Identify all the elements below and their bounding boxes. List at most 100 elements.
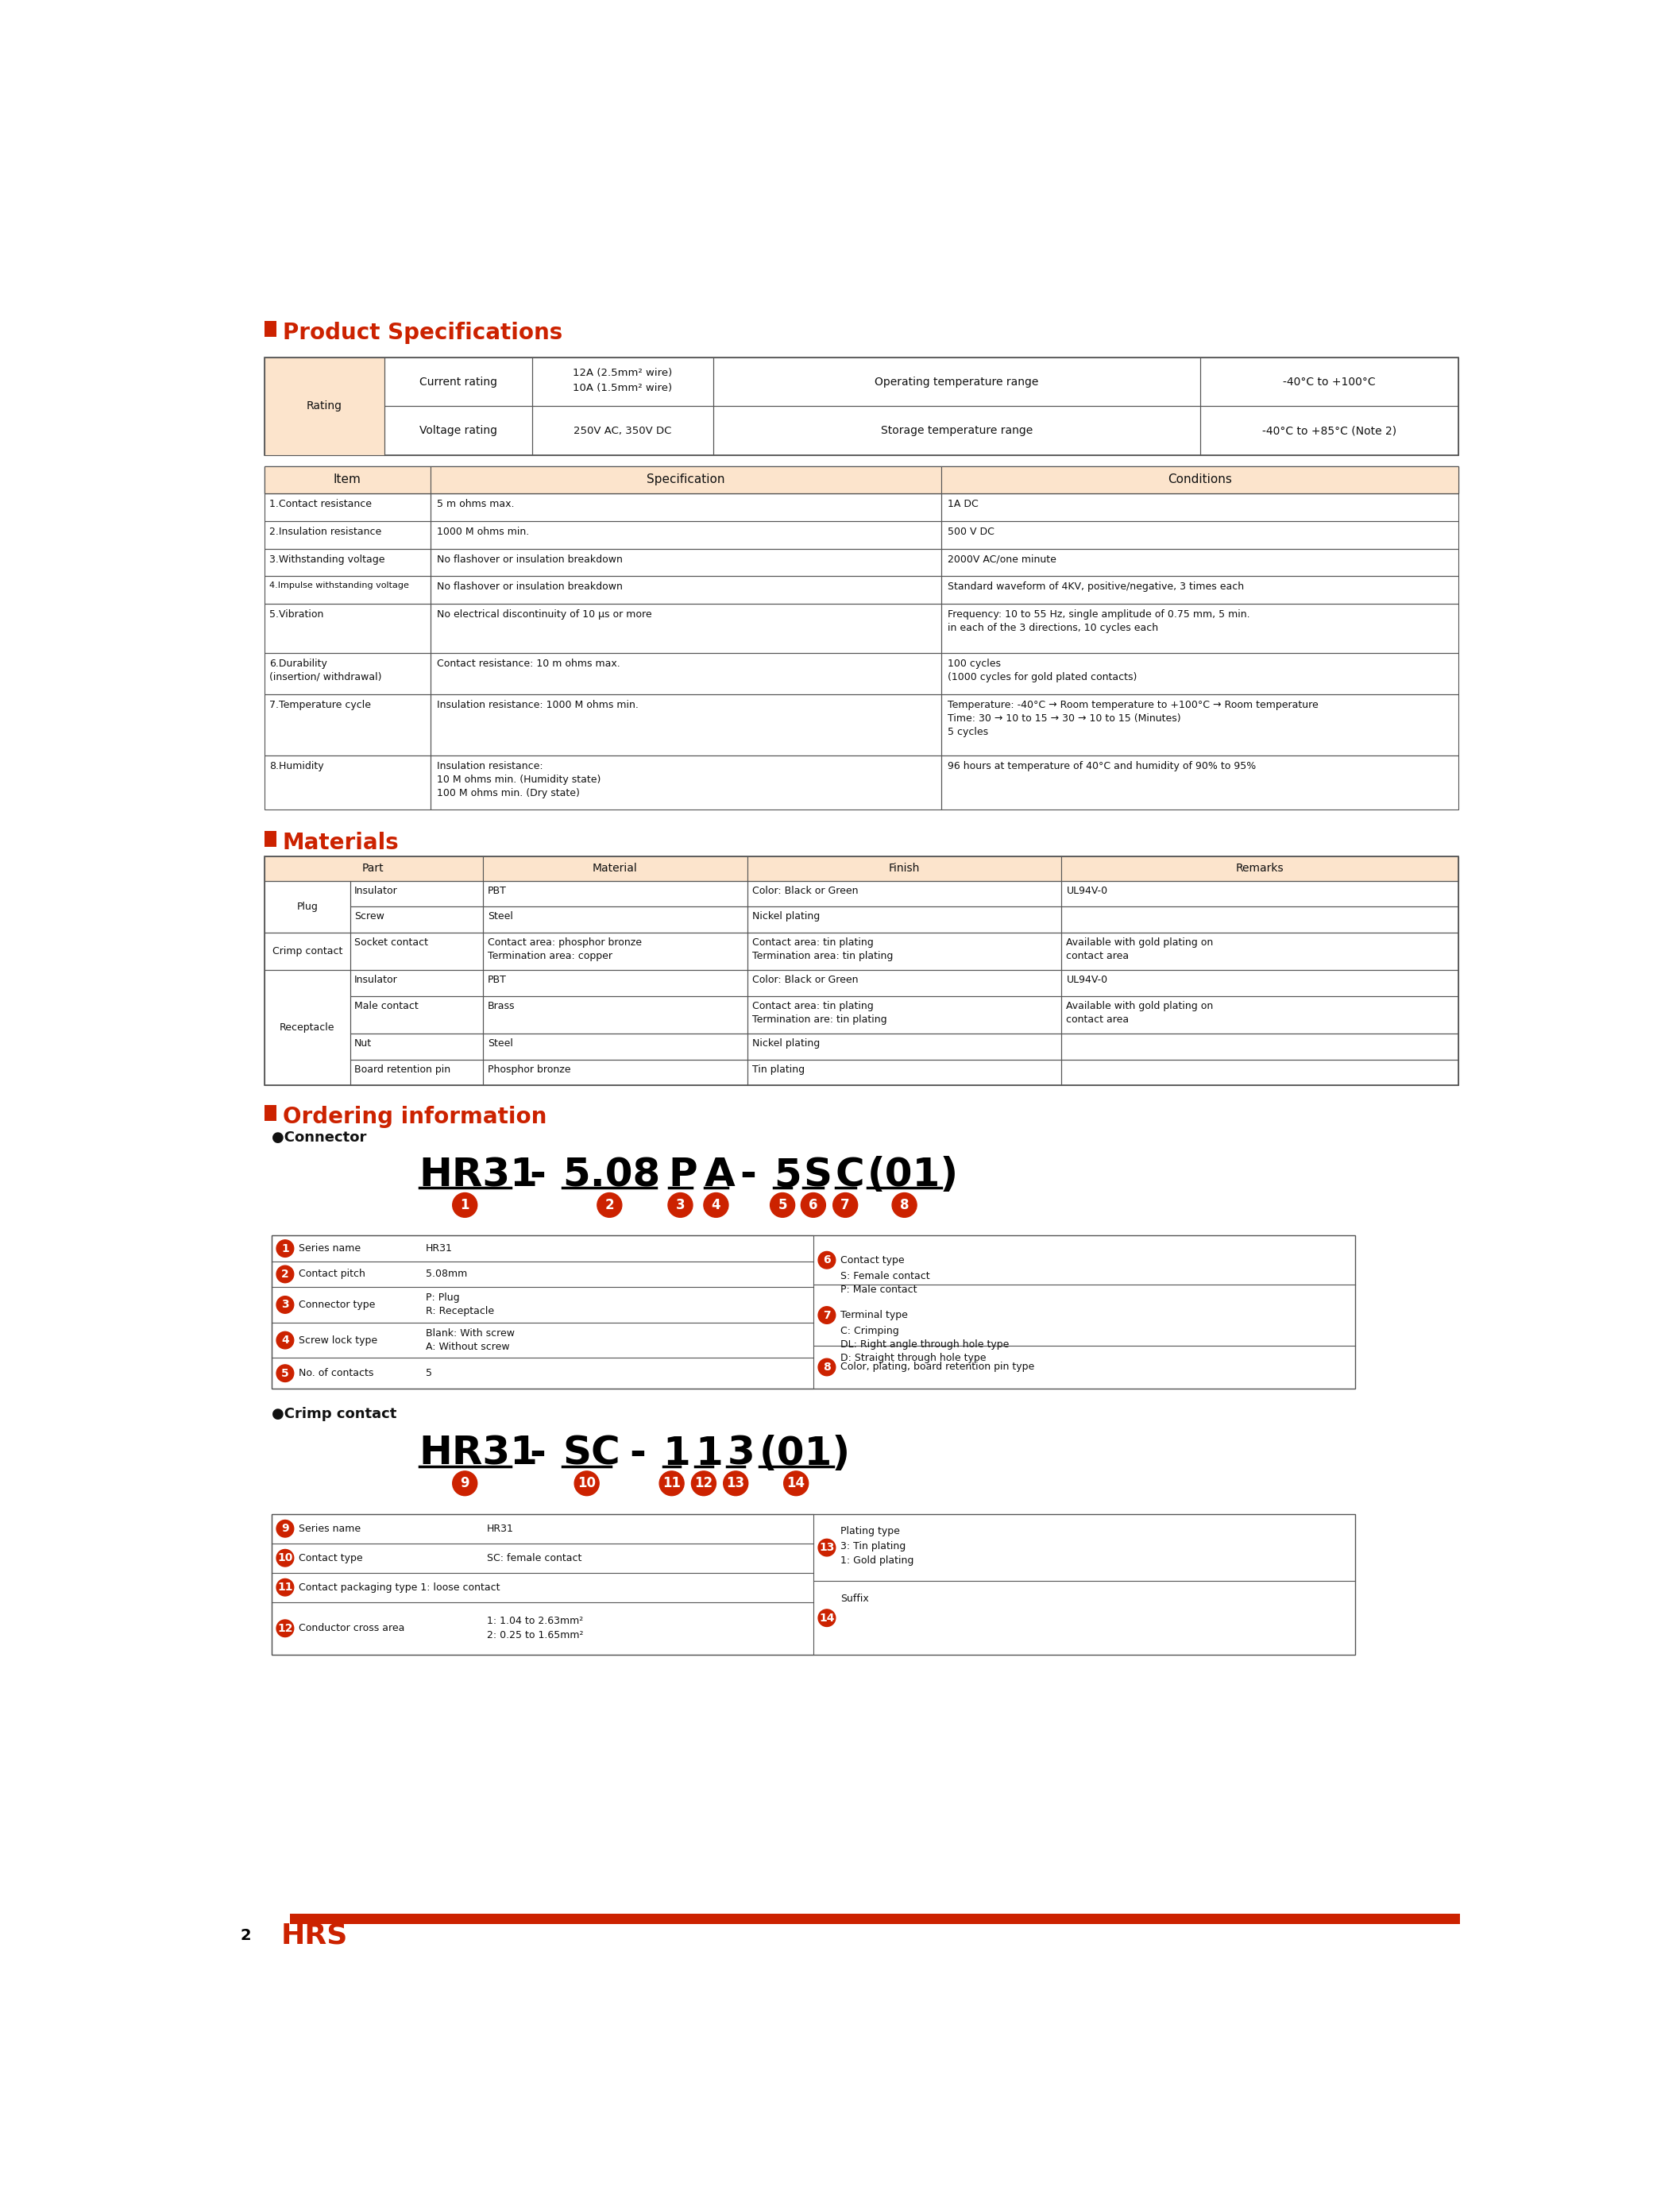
- Text: No electrical discontinuity of 10 μs or more: No electrical discontinuity of 10 μs or …: [437, 610, 652, 619]
- Text: Contact type: Contact type: [299, 1553, 363, 1564]
- Text: Color: Black or Green: Color: Black or Green: [753, 886, 858, 897]
- Bar: [272, 1236, 1356, 1389]
- Text: Insulation resistance:
10 M ohms min. (Humidity state)
100 M ohms min. (Dry stat: Insulation resistance: 10 M ohms min. (H…: [437, 761, 600, 798]
- Bar: [264, 755, 430, 809]
- Circle shape: [801, 1192, 825, 1218]
- Text: 5.08mm: 5.08mm: [425, 1268, 467, 1279]
- Text: Plating type: Plating type: [840, 1527, 900, 1537]
- Text: 2: 2: [281, 1268, 289, 1279]
- Bar: [430, 652, 941, 693]
- Text: 6: 6: [823, 1255, 830, 1266]
- Text: HRS: HRS: [281, 1922, 348, 1949]
- Text: P: Plug
R: Receptacle: P: Plug R: Receptacle: [425, 1293, 494, 1317]
- Text: UL94V-0: UL94V-0: [1067, 886, 1107, 897]
- Bar: [482, 857, 748, 881]
- Text: Voltage rating: Voltage rating: [420, 424, 497, 435]
- Text: 14: 14: [820, 1612, 835, 1623]
- Text: Nickel plating: Nickel plating: [753, 1039, 820, 1050]
- Bar: [351, 971, 482, 995]
- Text: No. of contacts: No. of contacts: [299, 1369, 373, 1378]
- Circle shape: [277, 1297, 294, 1314]
- Bar: [748, 1034, 1062, 1059]
- Text: Steel: Steel: [487, 1039, 512, 1050]
- Bar: [941, 604, 1458, 652]
- Text: Materials: Materials: [282, 831, 400, 855]
- Text: 3: Tin plating
1: Gold plating: 3: Tin plating 1: Gold plating: [840, 1542, 914, 1566]
- Bar: [351, 1034, 482, 1059]
- Text: 7.Temperature cycle: 7.Temperature cycle: [269, 700, 371, 711]
- Text: Remarks: Remarks: [1235, 864, 1284, 875]
- Text: 1A DC: 1A DC: [948, 499, 978, 510]
- Text: 9: 9: [281, 1522, 289, 1535]
- Text: 100 cycles
(1000 cycles for gold plated contacts): 100 cycles (1000 cycles for gold plated …: [948, 658, 1137, 682]
- Circle shape: [659, 1472, 684, 1496]
- Circle shape: [818, 1251, 835, 1268]
- Text: Rating: Rating: [306, 400, 341, 411]
- Text: ●Connector: ●Connector: [272, 1131, 366, 1144]
- Text: Terminal type: Terminal type: [840, 1310, 907, 1321]
- Text: 12A (2.5mm² wire): 12A (2.5mm² wire): [573, 367, 672, 378]
- Circle shape: [277, 1240, 294, 1258]
- Bar: [533, 356, 714, 407]
- Text: (01): (01): [759, 1435, 850, 1472]
- Bar: [1062, 932, 1458, 971]
- Text: Series name: Series name: [299, 1524, 361, 1533]
- Bar: [385, 407, 533, 455]
- Text: 9: 9: [460, 1476, 469, 1492]
- Bar: [482, 881, 748, 908]
- Bar: [748, 908, 1062, 932]
- Text: Item: Item: [333, 475, 361, 486]
- Text: 12: 12: [694, 1476, 712, 1492]
- Bar: [264, 857, 1458, 1085]
- Circle shape: [818, 1306, 835, 1323]
- Circle shape: [892, 1192, 917, 1218]
- Text: Brass: Brass: [487, 1002, 516, 1010]
- Text: HR31: HR31: [425, 1244, 452, 1253]
- Text: Product Specifications: Product Specifications: [282, 321, 563, 343]
- Bar: [430, 549, 941, 575]
- Text: -40°C to +85°C (Note 2): -40°C to +85°C (Note 2): [1262, 424, 1396, 435]
- Text: Nut: Nut: [354, 1039, 371, 1050]
- Text: A: A: [704, 1157, 736, 1194]
- Bar: [748, 881, 1062, 908]
- Text: 12: 12: [277, 1623, 292, 1634]
- Bar: [714, 407, 1200, 455]
- Text: Contact pitch: Contact pitch: [299, 1268, 365, 1279]
- Text: 1: 1: [664, 1435, 690, 1472]
- Text: Nickel plating: Nickel plating: [753, 912, 820, 921]
- Text: C: Crimping
DL: Right angle through hole type
D: Straight through hole type: C: Crimping DL: Right angle through hole…: [840, 1325, 1010, 1363]
- Text: Material: Material: [593, 864, 638, 875]
- Text: Color, plating, board retention pin type: Color, plating, board retention pin type: [840, 1363, 1035, 1371]
- Bar: [430, 575, 941, 604]
- Text: 3: 3: [281, 1299, 289, 1310]
- Text: SC: SC: [563, 1435, 620, 1472]
- Circle shape: [818, 1540, 835, 1557]
- Bar: [430, 755, 941, 809]
- Text: Phosphor bronze: Phosphor bronze: [487, 1065, 571, 1074]
- Bar: [430, 521, 941, 549]
- Circle shape: [785, 1472, 808, 1496]
- Text: Socket contact: Socket contact: [354, 938, 428, 947]
- Text: 4: 4: [281, 1334, 289, 1345]
- Text: 5.08: 5.08: [563, 1157, 660, 1194]
- Bar: [430, 693, 941, 755]
- Text: 3.Withstanding voltage: 3.Withstanding voltage: [269, 553, 385, 564]
- Text: 13: 13: [726, 1476, 744, 1492]
- Text: Suffix: Suffix: [840, 1594, 869, 1603]
- Circle shape: [277, 1266, 294, 1284]
- Text: Standard waveform of 4KV, positive/negative, 3 times each: Standard waveform of 4KV, positive/negat…: [948, 582, 1243, 593]
- Bar: [1062, 857, 1458, 881]
- Text: Temperature: -40°C → Room temperature to +100°C → Room temperature
Time: 30 → 10: Temperature: -40°C → Room temperature to…: [948, 700, 1319, 737]
- Text: S: Female contact
P: Male contact: S: Female contact P: Male contact: [840, 1271, 929, 1295]
- Text: Available with gold plating on
contact area: Available with gold plating on contact a…: [1067, 938, 1213, 960]
- Text: 8.Humidity: 8.Humidity: [269, 761, 324, 772]
- Circle shape: [692, 1472, 716, 1496]
- Text: 250V AC, 350V DC: 250V AC, 350V DC: [573, 426, 672, 435]
- Text: Current rating: Current rating: [420, 376, 497, 387]
- Text: Contact resistance: 10 m ohms max.: Contact resistance: 10 m ohms max.: [437, 658, 620, 669]
- Text: HR31: HR31: [487, 1524, 514, 1533]
- Bar: [264, 356, 1458, 455]
- Bar: [264, 356, 385, 455]
- Text: (01): (01): [867, 1157, 959, 1194]
- Text: 14: 14: [786, 1476, 805, 1492]
